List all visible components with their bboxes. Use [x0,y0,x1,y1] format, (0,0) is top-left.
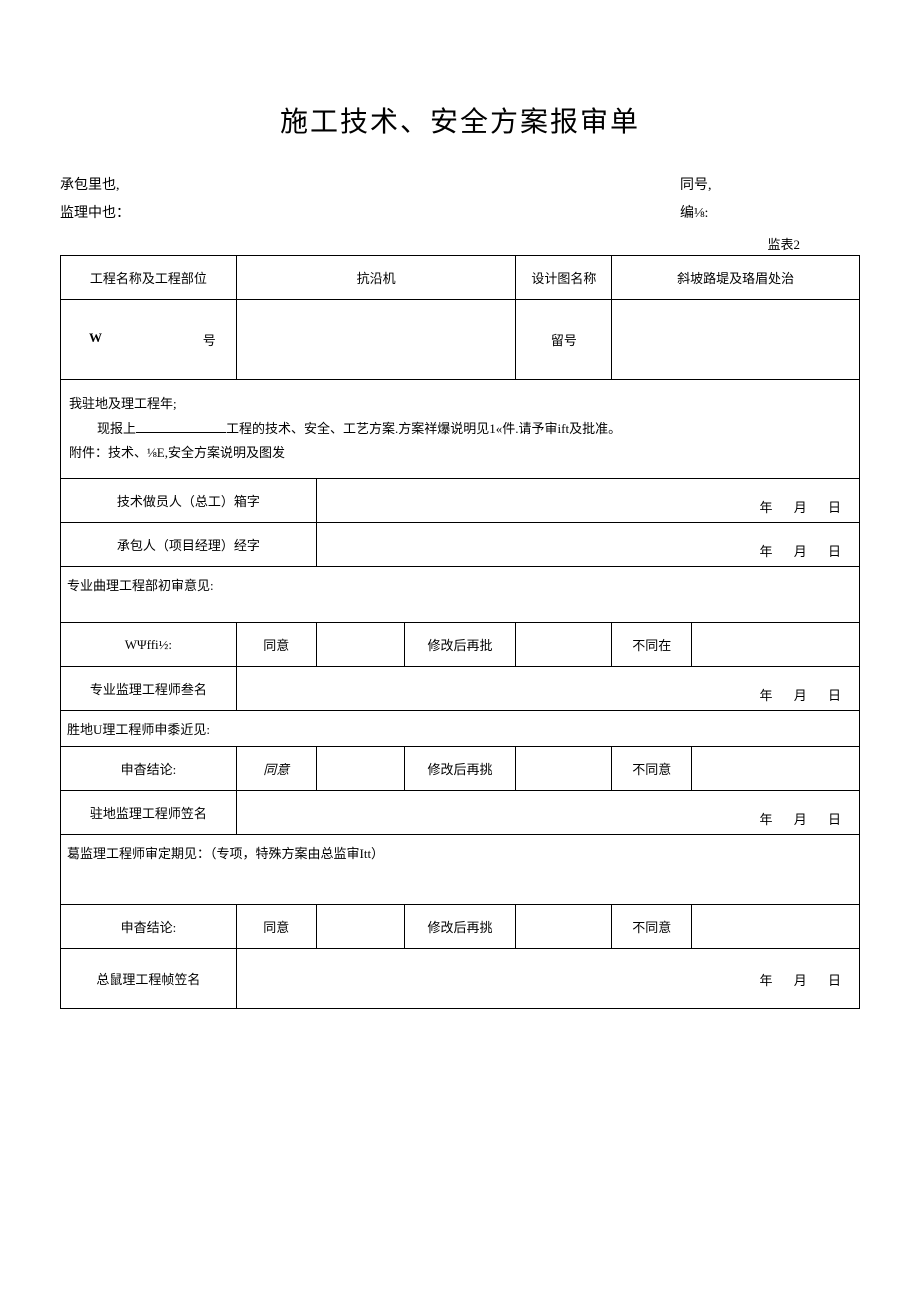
sig1-label: 技术做员人（总工）箱字 [61,479,317,523]
row1-col1-label: 工程名称及工程部位 [61,256,237,300]
section3-opt2: 修改后再挑 [404,905,516,949]
section3-sig-label: 总鼠理工程帧笠名 [61,949,237,1009]
section2-conclusion-label: 申杳结论: [61,747,237,791]
section2-header: 胜地U理工程师申黍近见: [61,711,860,747]
section3-header: 葛监理工程师审定期见：（专项，特殊方案由总监审Itt） [61,835,860,905]
serialno-label: 编⅛: [680,202,820,222]
section3-opt3: 不同意 [612,905,692,949]
body-line1: 我驻地及理工程年; [69,392,851,417]
section1-header: 专业曲理工程部初审意见: [61,567,860,623]
approval-form-table: 工程名称及工程部位 抗沿机 设计图名称 斜坡路堤及珞眉处治 W 号 留号 我驻地… [60,255,860,1009]
sig2-date: 年 月 日 [316,523,859,567]
row2-col3-label: 留号 [516,300,612,380]
row1-col2-value: 抗沿机 [236,256,516,300]
page-title: 施工技术、安全方案报审单 [60,100,860,140]
section2-sig-date: 年 月 日 [236,791,859,835]
contract-label: 同号, [680,174,820,194]
supervisor-label: 监理中也： [60,202,680,222]
section1-opt2: 修改后再批 [404,623,516,667]
section2-opt2: 修改后再挑 [404,747,516,791]
row1-col4-value: 斜坡路堤及珞眉处治 [612,256,860,300]
row2-col1: W 号 [61,300,237,380]
row2-col2-blank [236,300,516,380]
row2-w-label: W [89,330,102,349]
section2-opt3: 不同意 [612,747,692,791]
section2-sig-label: 驻地监理工程师笠名 [61,791,237,835]
row1-col3-label: 设计图名称 [516,256,612,300]
section1-opt2-check [516,623,612,667]
table-number-label: 监表2 [60,234,860,253]
section3-opt1: 同意 [236,905,316,949]
section3-opt3-check [692,905,860,949]
section1-sig-date: 年 月 日 [236,667,859,711]
body-line2: 现报上工程的技术、安全、工艺方案.方案祥爆说明见1«件.请予审ift及批准。 [69,417,851,442]
section2-opt2-check [516,747,612,791]
section1-opt1: 同意 [236,623,316,667]
row2-hao-label: 号 [203,330,216,349]
section3-opt1-check [316,905,404,949]
section3-opt2-check [516,905,612,949]
section1-sig-label: 专业监理工程师叁名 [61,667,237,711]
section2-opt1-check [316,747,404,791]
section1-opt1-check [316,623,404,667]
section2-opt3-check [692,747,860,791]
section1-conclusion-label: WΨffi½: [61,623,237,667]
sig1-date: 年 月 日 [316,479,859,523]
section1-opt3: 不同在 [612,623,692,667]
section3-sig-date: 年 月 日 [236,949,859,1009]
body-text-cell: 我驻地及理工程年; 现报上工程的技术、安全、工艺方案.方案祥爆说明见1«件.请予… [61,380,860,479]
contractor-label: 承包里也, [60,174,680,194]
body-line3: 附件：技术、⅛E,安全方案说明及图发 [69,441,851,466]
section3-conclusion-label: 申杳结论: [61,905,237,949]
section2-opt1: 同意 [236,747,316,791]
header-block: 承包里也, 同号, 监理中也： 编⅛: [60,170,860,226]
sig2-label: 承包人（项目经理）经字 [61,523,317,567]
section1-opt3-check [692,623,860,667]
row2-col4-blank [612,300,860,380]
